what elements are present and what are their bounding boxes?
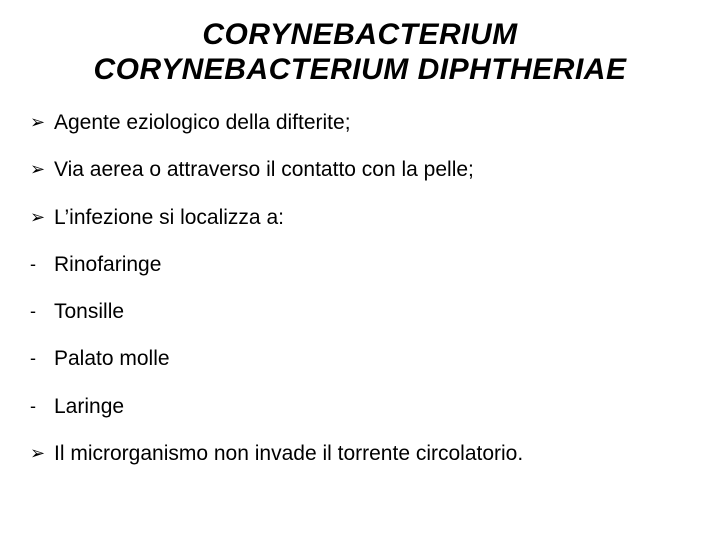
dash-bullet-icon: - xyxy=(30,298,54,325)
list-item: - Rinofaringe xyxy=(30,251,690,278)
arrow-bullet-icon: ➢ xyxy=(30,109,54,136)
dash-bullet-icon: - xyxy=(30,345,54,372)
title-block: CORYNEBACTERIUM CORYNEBACTERIUM DIPHTHER… xyxy=(30,18,690,87)
list-item-text: Tonsille xyxy=(54,298,690,325)
title-line-1: CORYNEBACTERIUM xyxy=(30,18,690,53)
slide: CORYNEBACTERIUM CORYNEBACTERIUM DIPHTHER… xyxy=(0,0,720,540)
list-item-text: Palato molle xyxy=(54,345,690,372)
list-item: - Tonsille xyxy=(30,298,690,325)
list-item: ➢ Agente eziologico della difterite; xyxy=(30,109,690,136)
arrow-bullet-icon: ➢ xyxy=(30,156,54,183)
list-item: ➢ Il microrganismo non invade il torrent… xyxy=(30,440,690,467)
list-item: - Laringe xyxy=(30,393,690,420)
dash-bullet-icon: - xyxy=(30,251,54,278)
title-line-2: CORYNEBACTERIUM DIPHTHERIAE xyxy=(30,53,690,88)
list-item-text: Rinofaringe xyxy=(54,251,690,278)
dash-bullet-icon: - xyxy=(30,393,54,420)
bullet-list: ➢ Agente eziologico della difterite; ➢ V… xyxy=(30,109,690,467)
arrow-bullet-icon: ➢ xyxy=(30,204,54,231)
list-item-text: Via aerea o attraverso il contatto con l… xyxy=(54,156,690,183)
list-item: ➢ Via aerea o attraverso il contatto con… xyxy=(30,156,690,183)
list-item: - Palato molle xyxy=(30,345,690,372)
list-item-text: Laringe xyxy=(54,393,690,420)
list-item: ➢ L’infezione si localizza a: xyxy=(30,204,690,231)
list-item-text: Agente eziologico della difterite; xyxy=(54,109,690,136)
list-item-text: Il microrganismo non invade il torrente … xyxy=(54,440,690,467)
list-item-text: L’infezione si localizza a: xyxy=(54,204,690,231)
arrow-bullet-icon: ➢ xyxy=(30,440,54,467)
